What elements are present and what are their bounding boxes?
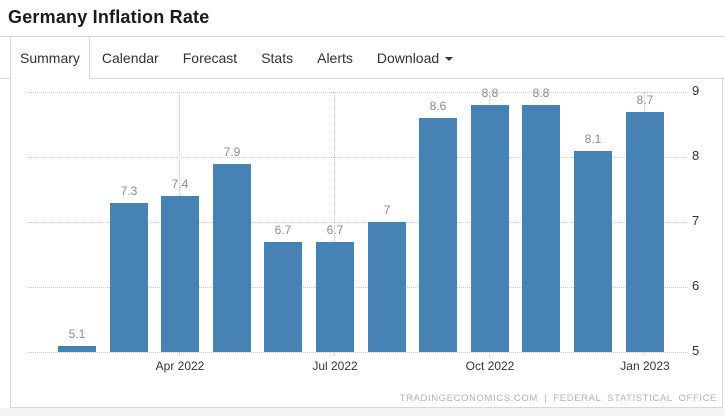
- tab-forecast[interactable]: Forecast: [171, 37, 249, 78]
- bar[interactable]: [522, 105, 560, 352]
- tab-calendar-label: Calendar: [101, 49, 159, 66]
- bar[interactable]: [264, 241, 302, 352]
- bar[interactable]: [419, 118, 457, 352]
- tab-alerts-label: Alerts: [317, 49, 353, 66]
- page-title: Germany Inflation Rate: [8, 7, 210, 27]
- chart-attribution: TRADINGECONOMICS.COM | FEDERAL STATISTIC…: [399, 393, 717, 404]
- tab-stats[interactable]: Stats: [249, 37, 305, 78]
- tab-bar: Summary Calendar Forecast Stats Alerts D…: [0, 36, 725, 79]
- tab-alerts[interactable]: Alerts: [305, 37, 365, 78]
- tab-download-label: Download: [376, 49, 440, 66]
- tab-summary-label: Summary: [20, 50, 80, 66]
- bar[interactable]: [213, 163, 251, 352]
- bar[interactable]: [626, 111, 664, 352]
- title-bar: Germany Inflation Rate: [0, 0, 725, 36]
- bar[interactable]: [58, 345, 96, 352]
- bar[interactable]: [161, 196, 199, 352]
- tab-forecast-label: Forecast: [182, 49, 238, 66]
- bar[interactable]: [471, 105, 509, 352]
- bar[interactable]: [368, 222, 406, 352]
- bar[interactable]: [574, 150, 612, 352]
- tab-stats-label: Stats: [261, 49, 294, 66]
- tab-calendar[interactable]: Calendar: [90, 37, 171, 78]
- bar[interactable]: [316, 241, 354, 352]
- page-background-strip: [0, 408, 725, 416]
- caret-down-icon: [445, 56, 454, 61]
- tab-download[interactable]: Download: [365, 37, 465, 78]
- tab-summary[interactable]: Summary: [10, 37, 90, 79]
- bar[interactable]: [110, 202, 148, 352]
